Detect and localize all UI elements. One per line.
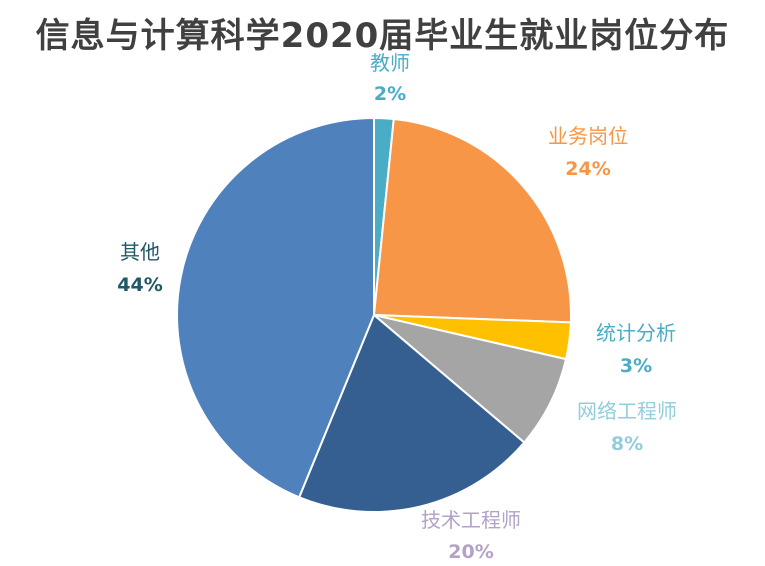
- slice-percent-label: 3%: [620, 355, 652, 377]
- slice-percent-label: 8%: [611, 433, 643, 455]
- slice-percent-label: 24%: [565, 158, 610, 180]
- slice-percent-label: 2%: [374, 83, 406, 105]
- slice-percent-label: 44%: [117, 274, 162, 296]
- slice-category-label: 业务岗位: [548, 124, 628, 148]
- slice-category-label: 其他: [120, 240, 160, 264]
- slice-category-label: 教师: [370, 51, 410, 75]
- slice-category-label: 网络工程师: [577, 399, 677, 423]
- pie-slice: [372, 117, 572, 324]
- slice-percent-label: 20%: [448, 541, 493, 563]
- pie-slice: [373, 314, 568, 444]
- pie-labels: 教师 2% 业务岗位 24% 统计分析 3% 网络工程师 8% 技术工程师 20% 其他 44%: [117, 51, 677, 563]
- pie-slice: [176, 116, 375, 499]
- pie-slice: [297, 313, 526, 513]
- slice-category-label: 统计分析: [596, 321, 676, 345]
- slice-category-label: 技术工程师: [421, 508, 521, 532]
- chart-title: 信息与计算科学2020届毕业生就业岗位分布: [35, 16, 730, 56]
- pie-slices: [176, 116, 572, 513]
